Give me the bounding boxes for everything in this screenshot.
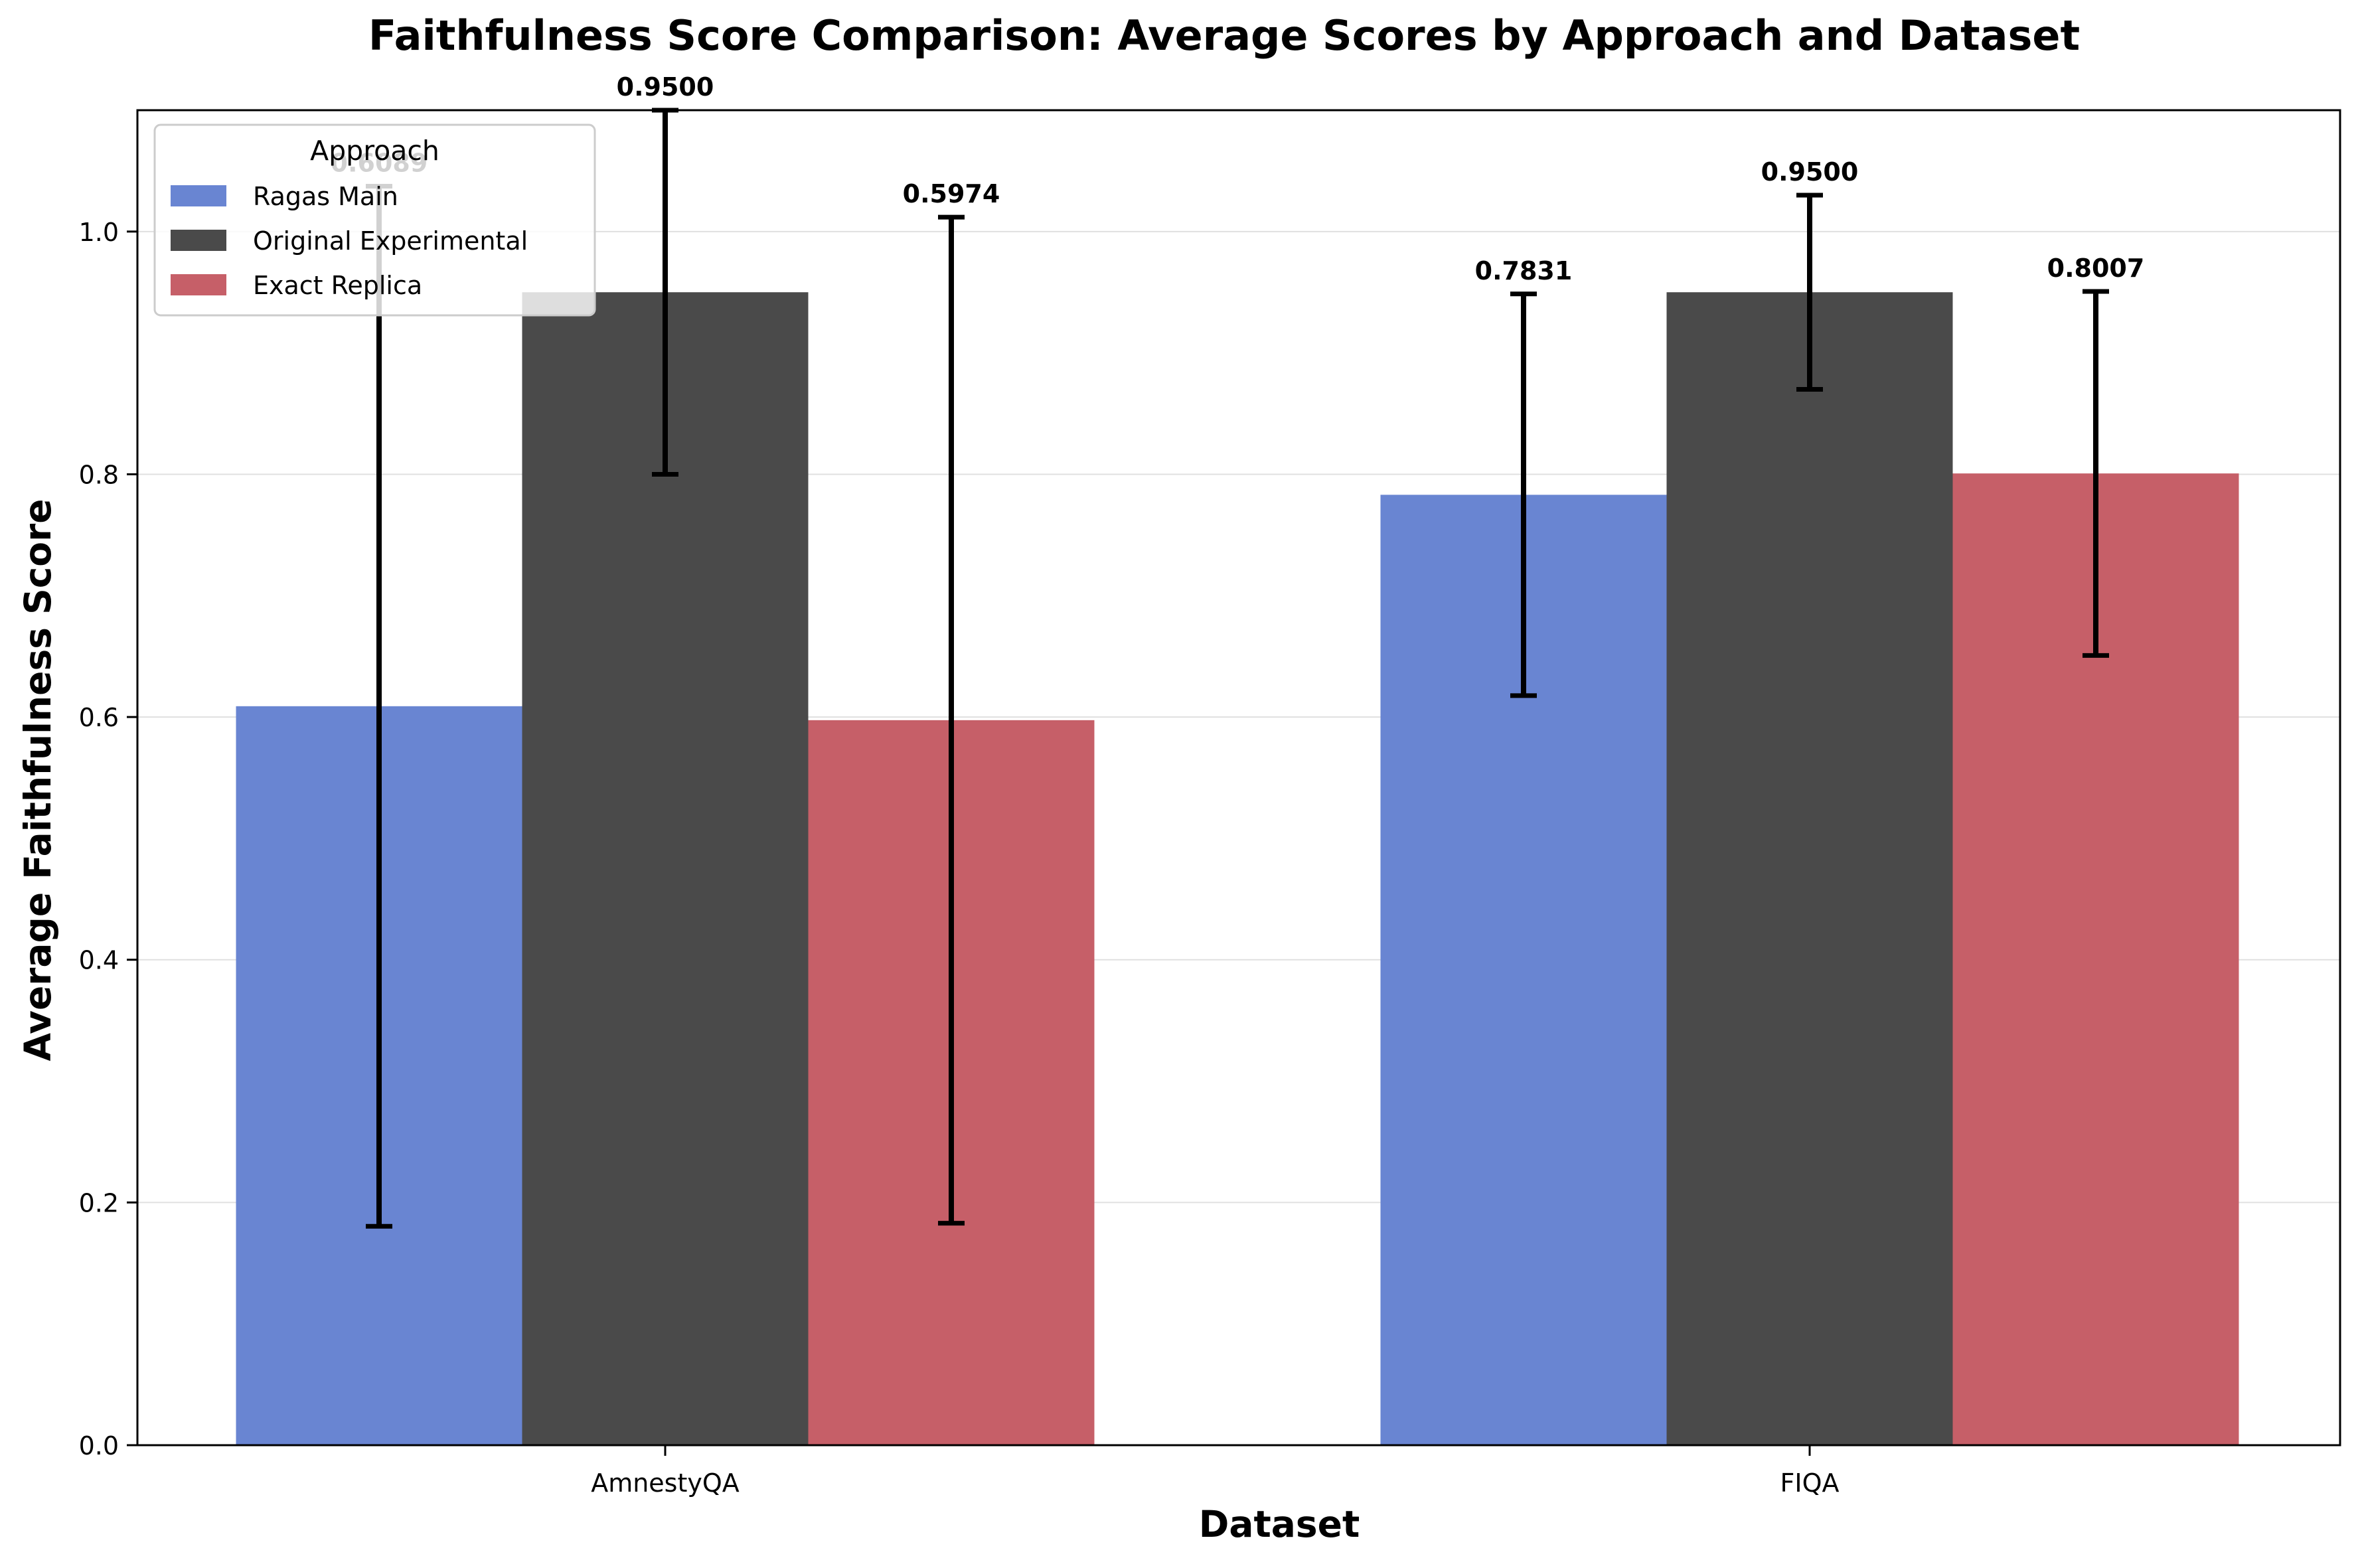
- plot-frame: [136, 109, 2341, 1447]
- value-label: 0.9500: [617, 72, 714, 102]
- y-tick-label: 0.2: [79, 1188, 119, 1217]
- x-axis-label: Dataset: [1199, 1503, 1360, 1545]
- bar: [522, 292, 809, 1445]
- bar: [1666, 292, 1953, 1445]
- x-tick-label: FIQA: [1780, 1468, 1840, 1498]
- legend-item-label: Ragas Main: [253, 182, 398, 211]
- y-axis-label: Average Faithfulness Score: [17, 499, 59, 1061]
- chart-title: Faithfulness Score Comparison: Average S…: [368, 11, 2080, 60]
- legend-box: [153, 123, 596, 317]
- value-label: 0.5974: [903, 179, 1000, 208]
- y-tick-label: 0.4: [79, 946, 119, 975]
- value-label: 0.9500: [1761, 157, 1859, 187]
- x-tick-label: AmnestyQA: [591, 1468, 740, 1498]
- legend-item-label: Exact Replica: [253, 271, 422, 300]
- axes-layer: 0.0 0.2 0.4 0.6 0.8 1.0 AmnestyQA FIQA: [79, 109, 2341, 1498]
- legend-title: Approach: [310, 135, 439, 167]
- legend: Approach Ragas Main Original Experimental E…: [153, 123, 596, 317]
- legend-swatch: [171, 185, 226, 206]
- y-tick-label: 0.0: [79, 1431, 119, 1460]
- y-tick-label: 1.0: [79, 218, 119, 247]
- legend-swatch: [171, 274, 226, 295]
- legend-item-label: Original Experimental: [253, 226, 528, 256]
- y-tick-label: 0.8: [79, 460, 119, 489]
- value-label: 0.8007: [2047, 254, 2145, 283]
- value-label: 0.7831: [1475, 256, 1573, 285]
- error-bars-layer: [366, 108, 2109, 1229]
- legend-swatch: [171, 230, 226, 251]
- y-tick-label: 0.6: [79, 703, 119, 732]
